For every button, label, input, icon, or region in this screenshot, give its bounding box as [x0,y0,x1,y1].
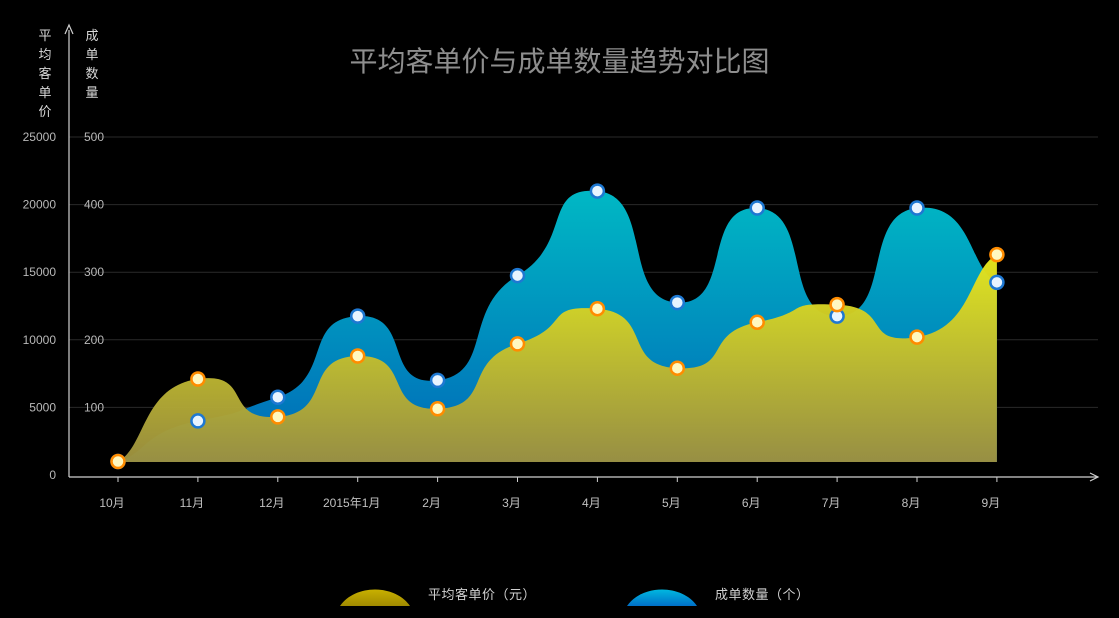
legend-item-price[interactable]: 平均客单价（元） [340,578,536,608]
right-tick-label: 100 [84,400,104,414]
left-axis-label: 平均客单价 [38,28,52,119]
marker-price[interactable] [110,453,126,470]
marker-price[interactable] [190,371,206,387]
marker-orders[interactable] [749,200,765,216]
marker-price[interactable] [829,296,845,313]
right-tick-label: 200 [84,333,104,347]
x-tick-label: 2月 [422,496,441,510]
right-tick-label: 500 [84,130,104,144]
x-tick-label: 7月 [822,496,841,510]
x-tick-label: 2015年1月 [323,496,380,510]
legend-item-orders[interactable]: 成单数量（个） [627,578,810,608]
left-tick-label: 0 [49,468,56,482]
x-tick-label: 10月 [99,496,124,510]
marker-price[interactable] [429,401,446,417]
x-axis-arrow [1089,472,1100,482]
legend-label-price: 平均客单价（元） [428,586,537,602]
marker-orders[interactable] [190,413,206,429]
x-tick-label: 4月 [582,496,601,510]
legend-swatch-price [340,589,410,606]
marker-orders[interactable] [989,274,1005,291]
marker-orders[interactable] [509,267,526,284]
y-axis-arrow [64,23,74,35]
right-tick-label: 400 [84,198,104,212]
marker-orders[interactable] [270,389,286,406]
x-tick-label: 9月 [982,496,1001,510]
left-tick-label: 20000 [23,198,57,212]
x-tick-label: 5月 [662,496,681,510]
marker-orders[interactable] [589,183,606,199]
marker-price[interactable] [989,246,1005,263]
marker-price[interactable] [270,409,286,425]
data-markers [110,183,1005,470]
right-axis-label: 成单数量 [85,28,99,100]
tick-labels: 0 5000 10000 15000 20000 25000 100 200 300 400 500… [23,130,1001,510]
marker-orders[interactable] [669,294,686,311]
marker-price[interactable] [909,329,925,345]
left-tick-label: 10000 [23,333,57,347]
area-series [118,190,997,462]
marker-price[interactable] [749,314,765,330]
left-tick-label: 25000 [23,130,57,144]
marker-price[interactable] [669,360,686,376]
x-tick-label: 12月 [259,496,284,510]
x-tick-label: 11月 [180,496,204,510]
legend-label-orders: 成单数量（个） [715,586,810,602]
marker-price[interactable] [349,348,366,364]
left-tick-label: 15000 [23,265,57,279]
x-tick-label: 6月 [742,496,761,510]
marker-orders[interactable] [429,372,446,389]
x-tick-label: 3月 [502,496,521,510]
marker-price[interactable] [509,336,526,352]
marker-orders[interactable] [349,308,366,324]
x-tick-label: 8月 [902,496,921,510]
chart-title: 平均客单价与成单数量趋势对比图 [349,46,770,77]
left-tick-label: 5000 [29,400,56,414]
right-tick-label: 300 [84,265,104,279]
axes [64,23,1100,482]
marker-price[interactable] [589,300,606,317]
marker-orders[interactable] [909,200,925,216]
area-price [118,254,997,462]
legend-swatch-orders [627,589,697,606]
